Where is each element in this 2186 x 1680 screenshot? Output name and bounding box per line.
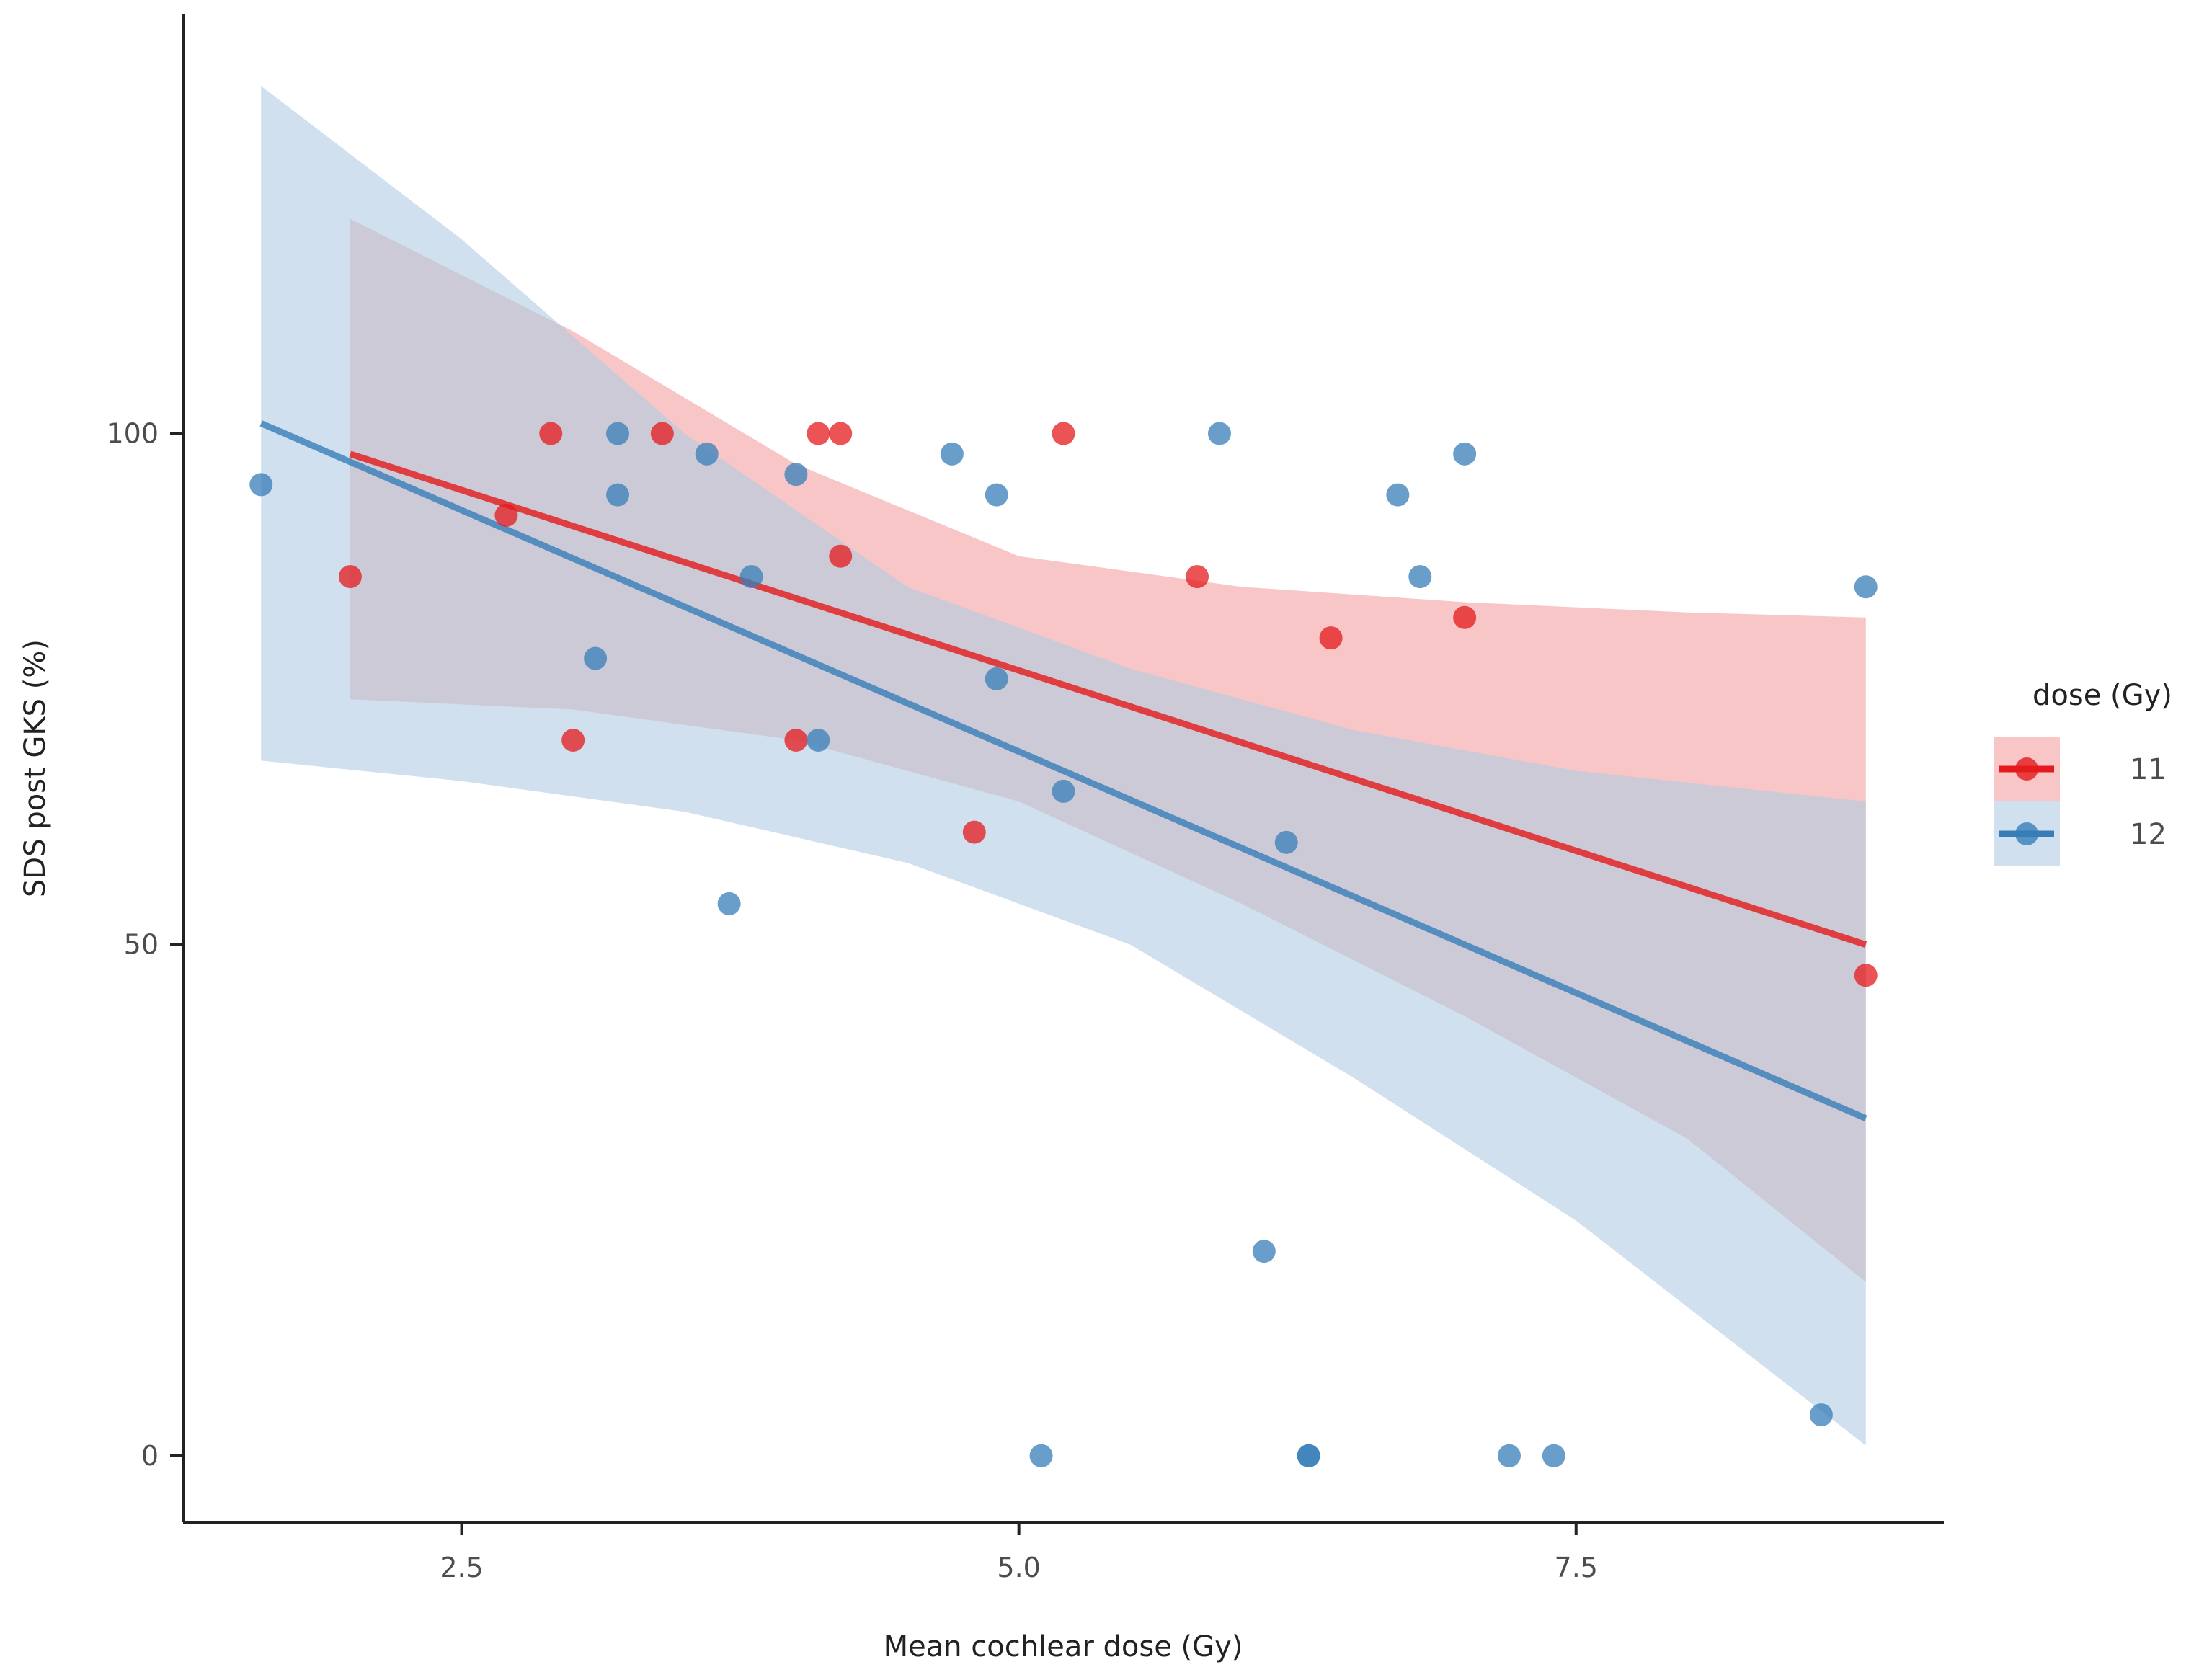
point-11 (561, 728, 585, 752)
point-12 (784, 463, 808, 486)
point-12 (717, 892, 741, 915)
fit-line-12 (259, 420, 1867, 1121)
point-11 (650, 422, 674, 445)
point-12 (606, 422, 630, 445)
legend-label-12: 12 (2130, 818, 2167, 851)
point-11 (829, 422, 853, 445)
legend-title: dose (Gy) (2032, 679, 2172, 712)
fit-line-11 (349, 450, 1867, 948)
x-tick-label: 5.0 (997, 1552, 1040, 1583)
data-points (249, 422, 1878, 1467)
point-12 (695, 442, 719, 466)
point-12 (1542, 1444, 1565, 1467)
point-12 (1274, 830, 1298, 854)
y-axis-ticks: 0 50 100 (106, 418, 183, 1472)
point-12 (249, 473, 273, 497)
point-12 (985, 483, 1008, 507)
point-12 (739, 565, 763, 589)
point-11 (962, 820, 986, 844)
point-12 (606, 483, 630, 507)
point-12 (1252, 1240, 1276, 1263)
point-12 (1207, 422, 1231, 445)
x-tick-label: 7.5 (1555, 1552, 1598, 1583)
legend: dose (Gy) 11 12 (1994, 679, 2172, 866)
x-axis-title: Mean cochlear dose (Gy) (884, 1630, 1243, 1663)
x-tick-label: 2.5 (440, 1552, 483, 1583)
point-12 (1408, 565, 1432, 589)
legend-label-11: 11 (2130, 753, 2167, 786)
point-11 (829, 544, 853, 568)
y-tick-label: 0 (141, 1440, 159, 1472)
point-12 (1497, 1444, 1521, 1467)
point-12 (1453, 442, 1477, 466)
point-12 (584, 646, 608, 670)
point-11 (338, 565, 362, 589)
x-axis-ticks: 2.5 5.0 7.5 (440, 1522, 1598, 1583)
point-12 (985, 667, 1008, 690)
y-tick-label: 50 (124, 929, 159, 961)
point-12 (940, 442, 964, 466)
point-12 (1029, 1444, 1053, 1467)
point-12 (1052, 779, 1075, 803)
point-11 (1453, 605, 1477, 629)
legend-key-point-12 (2015, 822, 2038, 845)
point-11 (494, 503, 518, 527)
confidence-ribbons (261, 86, 1866, 1446)
point-11 (1052, 422, 1075, 445)
point-12 (1297, 1444, 1320, 1467)
regression-lines (259, 420, 1867, 1121)
y-axis-title: SDS post GKS (%) (19, 639, 52, 897)
legend-key-point-11 (2015, 757, 2038, 781)
point-11 (784, 728, 808, 752)
point-11 (1186, 565, 1209, 589)
point-11 (1854, 964, 1878, 987)
point-11 (1319, 626, 1343, 650)
point-12 (1854, 575, 1878, 599)
point-11 (539, 422, 563, 445)
y-tick-label: 100 (106, 418, 159, 450)
point-12 (807, 728, 830, 752)
point-12 (1386, 483, 1410, 507)
point-11 (807, 422, 830, 445)
point-12 (1809, 1403, 1833, 1427)
